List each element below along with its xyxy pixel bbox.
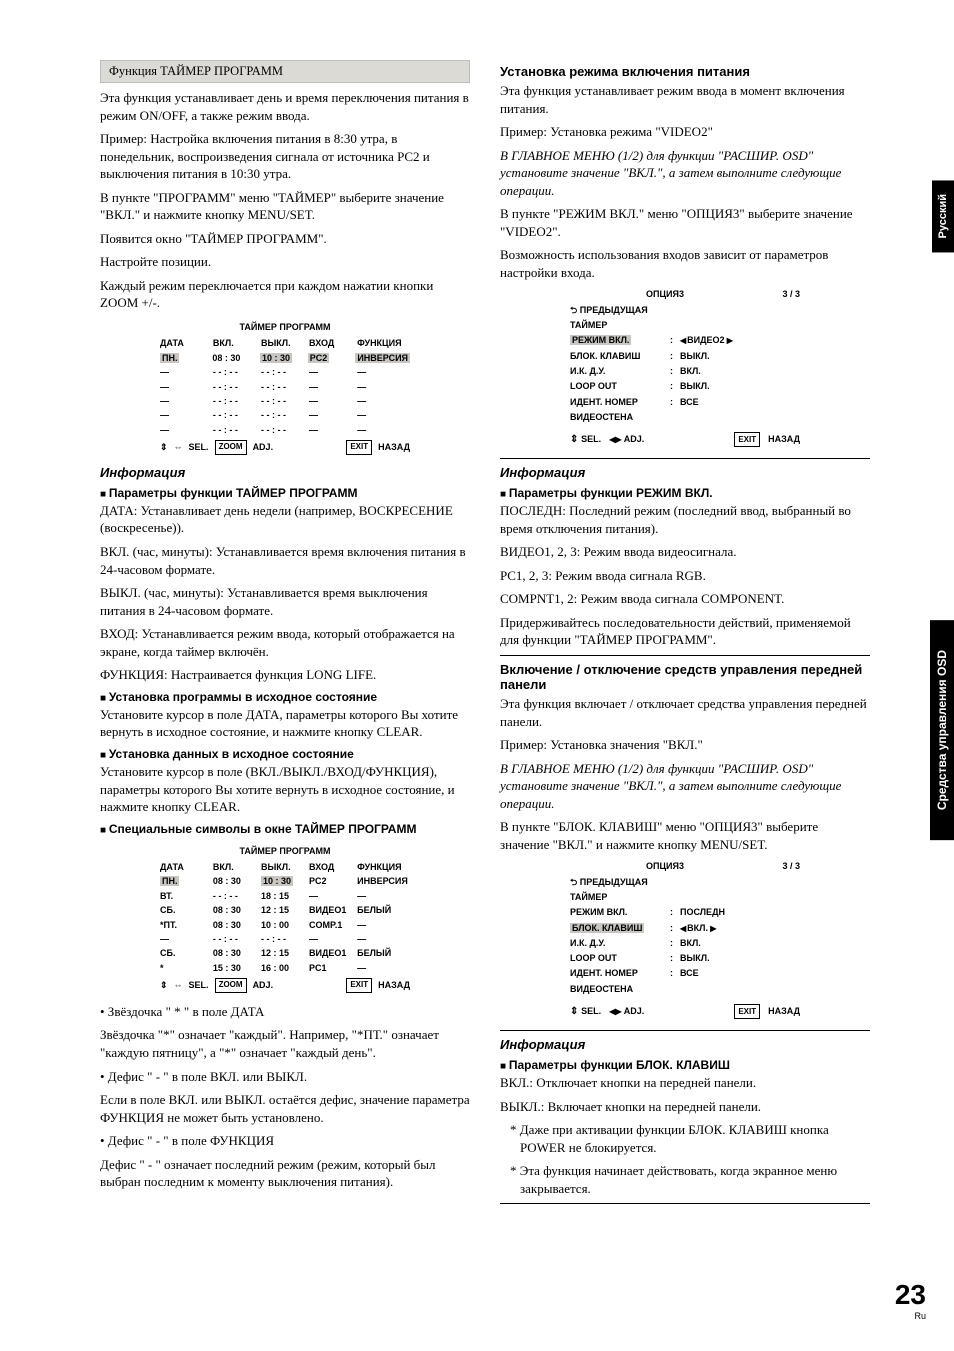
body-text: ВЫКЛ. (час, минуты): Устанавливается вре… — [100, 584, 470, 619]
subheading: Параметры функции ТАЙМЕР ПРОГРАММ — [100, 486, 470, 500]
subheading: Установка данных в исходное состояние — [100, 747, 470, 761]
info-heading: Информация — [100, 465, 470, 480]
section-heading: Включение / отключение средств управлени… — [500, 662, 870, 692]
body-text: • Звёздочка " * " в поле ДАТА — [100, 1003, 470, 1021]
body-text: Пример: Установка режима "VIDEO2" — [500, 123, 870, 141]
osd-menu-1: ОПЦИЯ33 / 3 ПРЕДЫДУЩАЯ ТАЙМЕРРЕЖИМ ВКЛ.:… — [570, 287, 800, 448]
page-number: 23 Ru — [895, 1279, 926, 1321]
body-text: ВХОД: Устанавливается режим ввода, котор… — [100, 625, 470, 660]
body-text: Установите курсор в поле ДАТА, параметры… — [100, 706, 470, 741]
body-text: ВКЛ.: Отключает кнопки на передней панел… — [500, 1074, 870, 1092]
body-text: Появится окно "ТАЙМЕР ПРОГРАММ". — [100, 230, 470, 248]
leftright-icon: ⇔ — [174, 978, 183, 992]
side-tab-language: Русский — [932, 180, 954, 252]
leftright-icon: ⇔ — [174, 440, 183, 454]
subheading: Параметры функции БЛОК. КЛАВИШ — [500, 1058, 870, 1072]
left-column: Функция ТАЙМЕР ПРОГРАММ Эта функция уста… — [100, 60, 470, 1210]
exit-button-box: EXIT — [346, 440, 372, 455]
body-text: Эта функция устанавливает день и время п… — [100, 89, 470, 124]
body-text: В пункте "ПРОГРАММ" меню "ТАЙМЕР" выбери… — [100, 189, 470, 224]
footnote: * Эта функция начинает действовать, когд… — [510, 1162, 870, 1197]
subheading: Специальные символы в окне ТАЙМЕР ПРОГРА… — [100, 822, 470, 836]
zoom-button-box: ZOOM — [215, 440, 247, 455]
side-tab-section: Средства управления OSD — [930, 620, 954, 840]
body-text-italic: В ГЛАВНОЕ МЕНЮ (1/2) для функции "РАСШИР… — [500, 147, 870, 200]
info-heading: Информация — [500, 465, 870, 480]
body-text: Пример: Настройка включения питания в 8:… — [100, 130, 470, 183]
body-text: Если в поле ВКЛ. или ВЫКЛ. остаётся дефи… — [100, 1091, 470, 1126]
body-text: • Дефис " - " в поле ВКЛ. или ВЫКЛ. — [100, 1068, 470, 1086]
body-text: В пункте "БЛОК. КЛАВИШ" меню "ОПЦИЯ3" вы… — [500, 818, 870, 853]
body-text: ВИДЕО1, 2, 3: Режим ввода видеосигнала. — [500, 543, 870, 561]
osd-title: ТАЙМЕР ПРОГРАММ — [160, 320, 410, 334]
body-text: Звёздочка "*" означает "каждый". Наприме… — [100, 1026, 470, 1061]
body-text-italic: В ГЛАВНОЕ МЕНЮ (1/2) для функции "РАСШИР… — [500, 760, 870, 813]
body-text: ДАТА: Устанавливает день недели (наприме… — [100, 502, 470, 537]
body-text: ПОСЛЕДН: Последний режим (последний ввод… — [500, 502, 870, 537]
updown-icon: ⇕ — [160, 978, 168, 992]
osd-menu-2: ОПЦИЯ33 / 3 ПРЕДЫДУЩАЯ ТАЙМЕРРЕЖИМ ВКЛ.:… — [570, 859, 800, 1020]
body-text: ФУНКЦИЯ: Настраивается функция LONG LIFE… — [100, 666, 470, 684]
body-text: ВКЛ. (час, минуты): Устанавливается врем… — [100, 543, 470, 578]
body-text: COMPNT1, 2: Режим ввода сигнала COMPONEN… — [500, 590, 870, 608]
body-text: Дефис " - " означает последний режим (ре… — [100, 1156, 470, 1191]
body-text: Эта функция включает / отключает средств… — [500, 695, 870, 730]
right-column: Установка режима включения питания Эта ф… — [500, 60, 870, 1210]
body-text: В пункте "РЕЖИМ ВКЛ." меню "ОПЦИЯ3" выбе… — [500, 205, 870, 240]
body-text: Эта функция устанавливает режим ввода в … — [500, 82, 870, 117]
subheading: Установка программы в исходное состояние — [100, 690, 470, 704]
section-heading: Установка режима включения питания — [500, 64, 870, 79]
body-text: • Дефис " - " в поле ФУНКЦИЯ — [100, 1132, 470, 1150]
body-text: PC1, 2, 3: Режим ввода сигнала RGB. — [500, 567, 870, 585]
footnote: * Даже при активации функции БЛОК. КЛАВИ… — [510, 1121, 870, 1156]
updown-icon: ⇕ — [160, 440, 168, 454]
osd-timer-table-1: ТАЙМЕР ПРОГРАММ ДАТА ВКЛ. ВЫКЛ. ВХОД ФУН… — [160, 320, 410, 455]
body-text: Придерживайтесь последовательности дейст… — [500, 614, 870, 649]
osd-timer-table-2: ТАЙМЕР ПРОГРАММ ДАТА ВКЛ. ВЫКЛ. ВХОД ФУН… — [160, 844, 410, 993]
body-text: Настройте позиции. — [100, 253, 470, 271]
info-heading: Информация — [500, 1037, 870, 1052]
body-text: ВЫКЛ.: Включает кнопки на передней панел… — [500, 1098, 870, 1116]
body-text: Возможность использования входов зависит… — [500, 246, 870, 281]
body-text: Пример: Установка значения "ВКЛ." — [500, 736, 870, 754]
body-text: Установите курсор в поле (ВКЛ./ВЫКЛ./ВХО… — [100, 763, 470, 816]
section-header: Функция ТАЙМЕР ПРОГРАММ — [100, 60, 470, 83]
body-text: Каждый режим переключается при каждом на… — [100, 277, 470, 312]
subheading: Параметры функции РЕЖИМ ВКЛ. — [500, 486, 870, 500]
